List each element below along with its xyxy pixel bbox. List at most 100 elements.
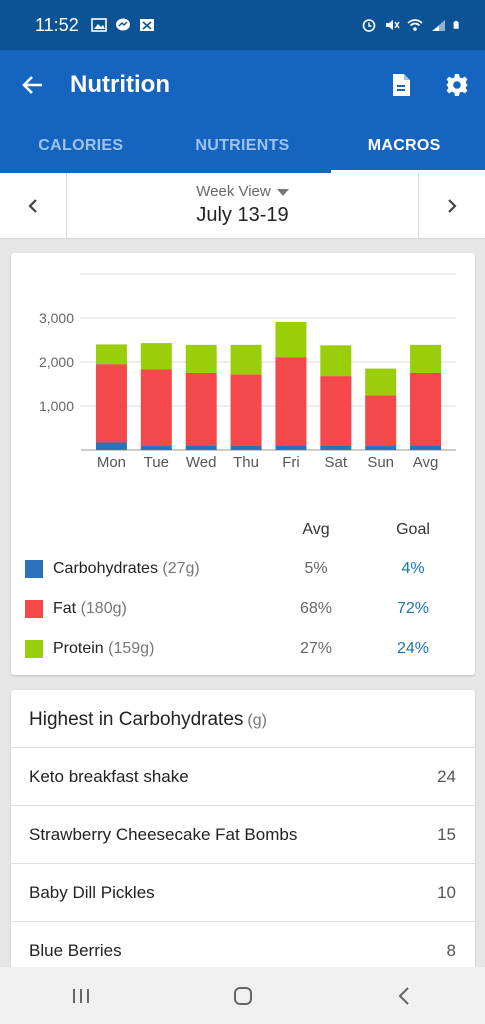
bar-segment-carbohydrates-thu [230,445,262,450]
bar-segment-protein-mon [95,344,127,365]
bar-segment-fat-avg [410,373,442,446]
x-tick-label: Avg [413,454,439,471]
nav-back-button[interactable] [323,967,485,1024]
tab-calories[interactable]: CALORIES [38,137,124,154]
list-item[interactable]: Baby Dill Pickles 10 [11,864,475,922]
next-week-button[interactable] [418,173,485,239]
bar-segment-fat-sun [365,395,397,447]
legend-name: Carbohydrates [53,560,158,577]
bar-segment-fat-thu [230,374,262,446]
food-name: Keto breakfast shake [29,766,189,786]
image-x-icon [139,19,154,31]
y-tick-label: 3,000 [39,310,74,326]
legend-goal: 24% [396,640,430,657]
bar-segment-protein-wed [185,344,217,373]
x-tick-label: Tue [144,454,169,471]
highest-title: Highest in Carbohydrates [29,709,244,730]
bar-segment-carbohydrates-avg [410,445,442,450]
bar-segment-carbohydrates-mon [95,442,127,450]
macros-chart-card: 1,000 2,000 3,000 Mon Tue Wed Thu Fri Sat Sun Avg … [11,253,475,675]
export-file-icon [393,74,410,96]
back-arrow-icon [22,76,42,94]
legend-name: Fat [53,600,77,617]
highest-unit: (g) [247,712,267,729]
food-value: 15 [437,824,456,844]
week-selector: Week View July 13-19 [0,173,485,239]
highest-carbs-card: Highest in Carbohydrates (g) Keto breakfa… [11,690,475,980]
legend-goal: 4% [401,560,425,577]
nav-back-icon [398,986,409,1005]
protein-swatch [25,640,43,658]
week-range: July 13-19 [196,204,289,226]
legend-avg: 68% [299,600,333,617]
highest-header: Highest in Carbohydrates (g) [11,690,475,748]
recent-apps-icon [72,988,89,1003]
app-bar: Nutrition [0,50,485,120]
settings-button[interactable] [429,50,485,120]
food-name: Baby Dill Pickles [29,882,155,902]
food-value: 10 [437,882,456,902]
bar-segment-fat-sat [320,376,352,446]
chevron-right-icon [448,199,457,213]
export-button[interactable] [373,50,429,120]
y-tick-label: 1,000 [39,398,74,414]
bar-segment-protein-fri [275,321,307,358]
week-view-label: Week View [196,183,271,200]
alarm-icon [362,19,376,32]
legend-goal: 72% [396,600,430,617]
legend-grams: (27g) [162,560,200,577]
mute-icon [386,20,400,30]
dropdown-triangle-icon [276,188,289,196]
carbohydrates-swatch [25,560,43,578]
avg-header: Avg [302,521,330,538]
signal-icon [432,20,445,31]
list-item[interactable]: Strawberry Cheesecake Fat Bombs 15 [11,806,475,864]
bar-segment-fat-tue [140,369,172,447]
bar-segment-protein-avg [410,344,442,373]
goal-header: Goal [396,521,430,538]
chevron-left-icon [28,199,37,213]
bar-segment-carbohydrates-wed [185,445,217,450]
x-tick-label: Fri [282,454,300,471]
messenger-icon [115,18,130,31]
system-nav-bar [0,967,485,1024]
list-item[interactable]: Keto breakfast shake 24 [11,748,475,806]
legend-grams: (180g) [80,600,127,617]
fat-swatch [25,600,43,618]
bar-segment-carbohydrates-tue [140,446,172,450]
week-view-dropdown[interactable]: Week View July 13-19 [67,173,418,238]
status-bar: 11:52 [0,0,485,50]
legend-row-protein: Protein (159g) 27% 24% [11,636,475,666]
food-name: Strawberry Cheesecake Fat Bombs [29,824,298,844]
legend-row-fat: Fat (180g) 68% 72% [11,596,475,626]
bar-segment-carbohydrates-fri [275,445,307,450]
legend-avg: 27% [299,640,333,657]
x-tick-label: Sat [325,454,348,471]
food-value: 24 [437,766,456,786]
bar-segment-carbohydrates-sat [320,445,352,450]
wifi-icon [407,19,423,31]
bar-segment-carbohydrates-sun [365,446,397,450]
bar-segment-protein-sun [365,368,397,396]
y-tick-label: 2,000 [39,354,74,370]
recent-apps-button[interactable] [0,967,162,1024]
bar-segment-protein-tue [140,343,172,370]
macros-bar-chart: 1,000 2,000 3,000 Mon Tue Wed Thu Fri Sat Sun Avg [39,273,456,471]
status-time: 11:52 [35,14,79,35]
home-button[interactable] [162,967,324,1024]
legend-name: Protein [53,640,104,657]
bar-segment-fat-wed [185,373,217,446]
x-tick-label: Sun [367,454,394,471]
legend-avg: 5% [304,560,328,577]
page-title: Nutrition [70,71,170,98]
battery-icon [453,20,459,29]
bar-segment-fat-mon [95,364,127,443]
back-button[interactable] [0,50,66,120]
bar-segment-protein-thu [230,344,262,375]
food-value: 8 [446,940,456,960]
x-tick-label: Mon [97,454,126,471]
food-name: Blue Berries [29,940,122,960]
tab-nutrients[interactable]: NUTRIENTS [195,137,290,154]
tab-macros[interactable]: MACROS [323,120,485,173]
previous-week-button[interactable] [0,173,67,239]
